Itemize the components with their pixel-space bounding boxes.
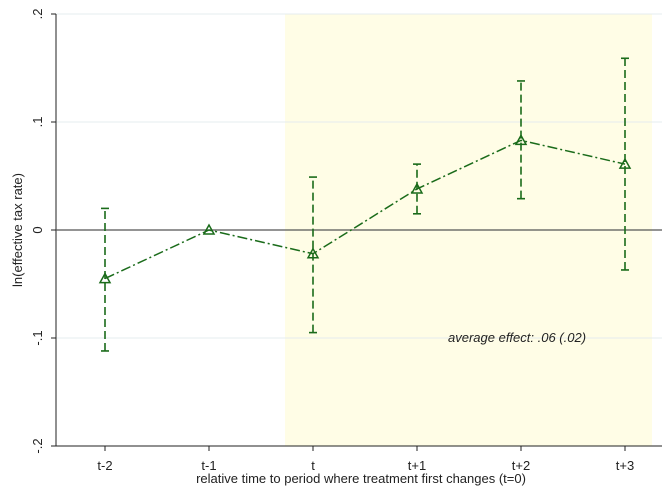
y-tick-label: .2 — [30, 9, 45, 20]
series-line — [104, 139, 626, 280]
data-point-marker — [618, 157, 632, 169]
x-tick-label: t+3 — [616, 458, 634, 473]
x-axis-title: relative time to period where treatment … — [196, 471, 526, 486]
data-point-marker — [410, 182, 424, 194]
y-axis-title: ln(effective tax rate) — [10, 173, 25, 287]
x-axis-ticks: t-2 t-1 t t+1 t+2 t+3 — [97, 446, 634, 473]
data-point-marker — [306, 247, 320, 259]
data-point-marker — [514, 133, 528, 146]
average-effect-annotation: average effect: .06 (.02) — [448, 330, 586, 345]
y-tick-label: -.1 — [30, 330, 45, 345]
ci-bar — [309, 176, 317, 334]
x-tick-label: t-1 — [201, 458, 216, 473]
y-tick-label: 0 — [30, 226, 45, 233]
data-point-marker — [202, 223, 216, 235]
series-markers — [98, 133, 632, 284]
ci-bar — [621, 57, 629, 271]
ci-bar — [101, 207, 109, 352]
y-tick-label: -.2 — [30, 438, 45, 453]
x-tick-label: t+1 — [408, 458, 426, 473]
data-point-marker — [98, 272, 112, 284]
y-tick-label: .1 — [30, 117, 45, 128]
x-tick-label: t-2 — [97, 458, 112, 473]
ci-bar — [517, 80, 525, 200]
x-tick-label: t+2 — [512, 458, 530, 473]
y-axis-ticks: -.2 -.1 0 .1 .2 — [30, 9, 56, 454]
x-tick-label: t — [311, 458, 315, 473]
